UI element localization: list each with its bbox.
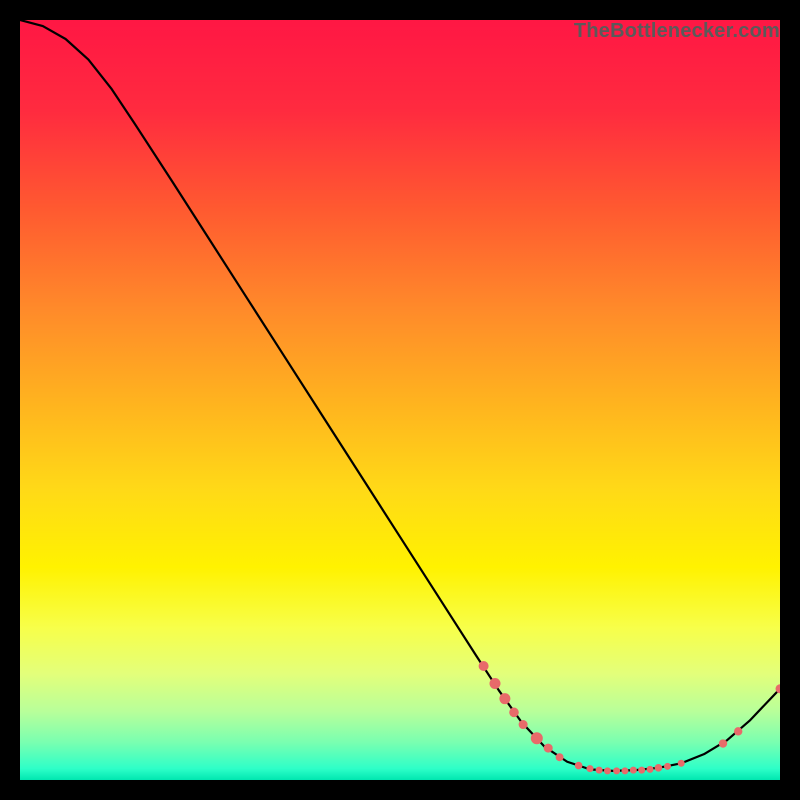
data-marker <box>499 693 510 704</box>
data-marker <box>544 744 553 753</box>
data-marker <box>630 767 637 774</box>
data-marker <box>604 767 611 774</box>
data-marker <box>664 763 671 770</box>
data-marker <box>596 767 603 774</box>
data-marker <box>479 661 489 671</box>
chart-background <box>20 20 780 780</box>
data-marker <box>638 767 645 774</box>
data-marker <box>490 678 501 689</box>
bottleneck-chart <box>20 20 780 780</box>
data-marker <box>519 720 528 729</box>
data-marker <box>509 708 519 718</box>
data-marker <box>613 767 620 774</box>
data-marker <box>647 766 654 773</box>
data-marker <box>621 767 628 774</box>
watermark-text: TheBottlenecker.com <box>574 20 780 43</box>
data-marker <box>655 764 663 772</box>
data-marker <box>734 727 742 735</box>
data-marker <box>531 732 543 744</box>
data-marker <box>575 762 583 770</box>
data-marker <box>719 739 727 747</box>
data-marker <box>587 765 594 772</box>
chart-container: TheBottlenecker.com <box>20 20 780 780</box>
data-marker <box>556 753 564 761</box>
data-marker <box>678 760 685 767</box>
